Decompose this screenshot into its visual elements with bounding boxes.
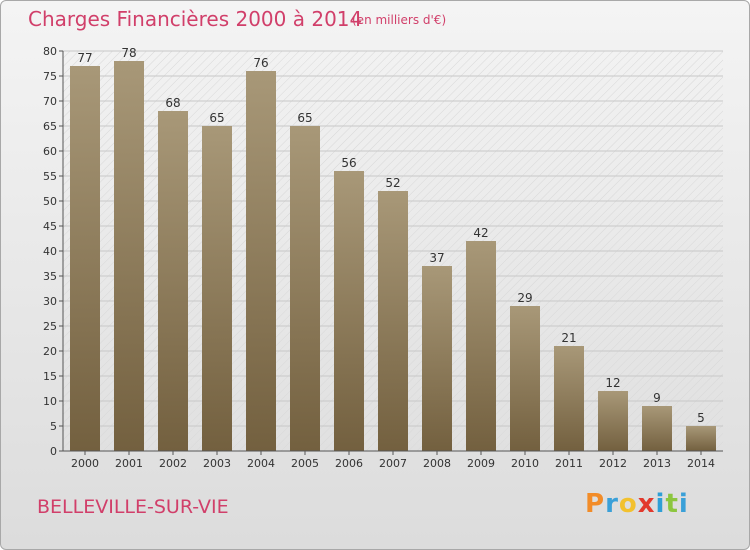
bar-2006 [334, 171, 364, 451]
y-tick-label: 65 [43, 120, 57, 133]
y-tick-label: 45 [43, 220, 57, 233]
value-label-2003: 65 [209, 111, 224, 125]
bar-2014 [686, 426, 716, 451]
x-tick-label-2011: 2011 [555, 457, 583, 470]
y-tick-label: 55 [43, 170, 57, 183]
bar-2001 [114, 61, 144, 451]
x-tick-label-2013: 2013 [643, 457, 671, 470]
x-tick-label-2008: 2008 [423, 457, 451, 470]
y-tick-label: 5 [50, 420, 57, 433]
y-tick-label: 0 [50, 445, 57, 458]
logo-letter: P [585, 489, 606, 519]
value-label-2014: 5 [697, 411, 705, 425]
x-tick-label-2010: 2010 [511, 457, 539, 470]
y-tick-label: 70 [43, 95, 57, 108]
value-label-2013: 9 [653, 391, 661, 405]
bar-2011 [554, 346, 584, 451]
y-tick-label: 15 [43, 370, 57, 383]
x-tick-label-2012: 2012 [599, 457, 627, 470]
x-tick-label-2006: 2006 [335, 457, 363, 470]
x-axis: 2000 2001 2002 2003 2004 2005 2006 2007 2008 2009… [63, 450, 723, 470]
y-tick-label: 80 [43, 45, 57, 58]
value-label-2011: 21 [561, 331, 576, 345]
commune-name: BELLEVILLE-SUR-VIE [37, 496, 229, 518]
x-tick-label-2003: 2003 [203, 457, 231, 470]
x-tick-label-2002: 2002 [159, 457, 187, 470]
value-label-2001: 78 [121, 46, 136, 60]
value-label-2002: 68 [165, 96, 180, 110]
bar-2010 [510, 306, 540, 451]
value-label-2006: 56 [341, 156, 356, 170]
value-label-2007: 52 [385, 176, 400, 190]
x-tick-label-2014: 2014 [687, 457, 715, 470]
bar-2007 [378, 191, 408, 451]
logo-letter: o [618, 489, 638, 519]
logo-letter: t [665, 489, 679, 519]
proxiti-logo[interactable]: Proxiti [585, 489, 689, 519]
y-tick-label: 25 [43, 320, 57, 333]
bar-2012 [598, 391, 628, 451]
bars: 77 78 68 65 76 65 56 52 37 42 29 21 12 9 5 [70, 46, 716, 451]
y-tick-label: 30 [43, 295, 57, 308]
chart-title: Charges Financières 2000 à 2014 [28, 7, 363, 31]
x-tick-label-2000: 2000 [71, 457, 99, 470]
value-label-2005: 65 [297, 111, 312, 125]
y-tick-label: 75 [43, 70, 57, 83]
y-tick-label: 60 [43, 145, 57, 158]
bar-2003 [202, 126, 232, 451]
value-label-2008: 37 [429, 251, 444, 265]
value-label-2010: 29 [517, 291, 532, 305]
y-tick-label: 50 [43, 195, 57, 208]
value-label-2009: 42 [473, 226, 488, 240]
value-label-2004: 76 [253, 56, 268, 70]
x-tick-label-2009: 2009 [467, 457, 495, 470]
logo-letter: i [655, 489, 666, 519]
x-tick-label-2004: 2004 [247, 457, 275, 470]
x-tick-label-2001: 2001 [115, 457, 143, 470]
logo-letter: i [678, 489, 689, 519]
bar-2008 [422, 266, 452, 451]
value-label-2000: 77 [77, 51, 92, 65]
y-tick-label: 10 [43, 395, 57, 408]
x-tick-label-2005: 2005 [291, 457, 319, 470]
y-tick-label: 40 [43, 245, 57, 258]
chart-subtitle: (en milliers d'€) [352, 13, 447, 27]
bar-2002 [158, 111, 188, 451]
y-tick-label: 35 [43, 270, 57, 283]
bar-2009 [466, 241, 496, 451]
logo-letter: x [637, 489, 656, 519]
logo-letter: r [605, 489, 619, 519]
y-tick-label: 20 [43, 345, 57, 358]
x-tick-label-2007: 2007 [379, 457, 407, 470]
bar-2000 [70, 66, 100, 451]
y-axis: 0 5 10 15 20 25 30 35 40 45 50 55 60 65 70 75 80 [43, 45, 64, 458]
value-label-2012: 12 [605, 376, 620, 390]
bar-2004 [246, 71, 276, 451]
bar-2013 [642, 406, 672, 451]
bar-2005 [290, 126, 320, 451]
